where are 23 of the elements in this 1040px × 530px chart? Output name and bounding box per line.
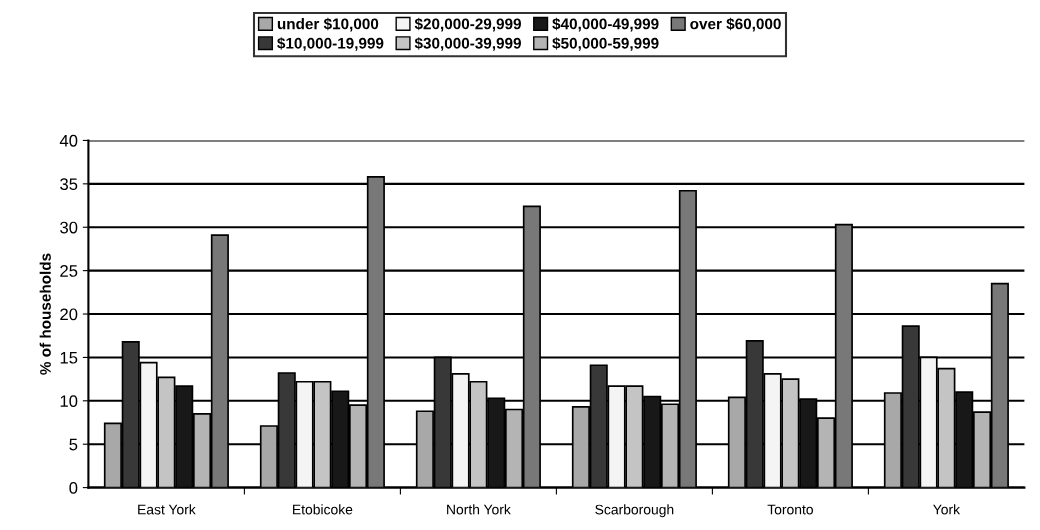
- y-tick-label: 10: [60, 395, 78, 408]
- x-tick-label: York: [933, 504, 961, 515]
- y-axis-title: % of households: [39, 253, 51, 375]
- y-tick-label: 25: [60, 265, 78, 277]
- y-tick-label: 30: [60, 221, 78, 234]
- x-tick-label: East York: [138, 504, 196, 515]
- legend-label: $10,000-19,999: [277, 37, 384, 51]
- legend-label: $20,000-29,999: [414, 17, 521, 32]
- y-tick-label: 20: [60, 308, 78, 321]
- x-tick-label: Etobicoke: [293, 504, 353, 515]
- y-tick-label: 0: [69, 482, 78, 494]
- x-tick-label: Scarborough: [595, 504, 674, 518]
- legend-label: $40,000-49,999: [552, 17, 659, 32]
- x-tick-label: North York: [447, 504, 511, 515]
- legend-label: under $10,000: [277, 17, 379, 32]
- legend-label: $30,000-39,999: [414, 37, 521, 51]
- y-tick-label: 15: [60, 351, 78, 364]
- y-tick-label: 35: [60, 178, 78, 191]
- y-tick-label: 5: [69, 438, 78, 451]
- x-tick-label: Toronto: [767, 504, 813, 515]
- y-tick-label: 40: [59, 134, 78, 147]
- legend-label: $50,000-59,999: [552, 37, 659, 51]
- legend-label: over $60,000: [690, 17, 781, 32]
